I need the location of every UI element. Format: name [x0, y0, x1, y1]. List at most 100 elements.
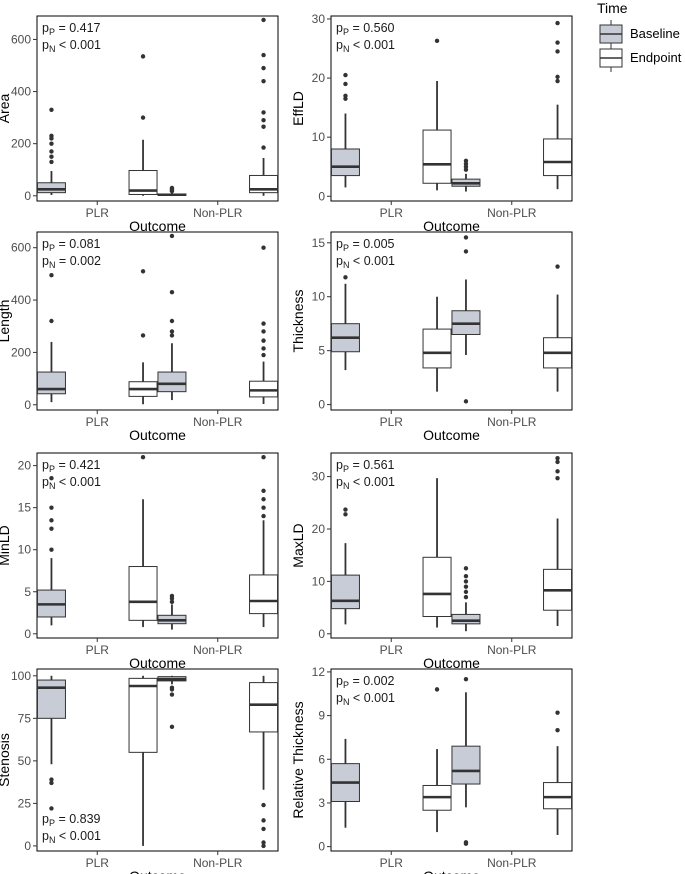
outlier-point [49, 318, 54, 324]
outlier-point [49, 107, 54, 113]
outlier-point [343, 275, 348, 280]
outlier-point [555, 78, 560, 84]
outlier-point [49, 154, 54, 159]
outlier-point [49, 780, 54, 786]
outlier-point [261, 488, 266, 494]
box-plr-endpoint [422, 38, 452, 191]
x-tick-label: PLR [86, 856, 110, 870]
box-non-plr-baseline [451, 676, 481, 846]
box-iqr [451, 745, 481, 785]
box-non-plr-baseline [451, 566, 481, 632]
box-iqr [36, 679, 66, 719]
y-tick-label: 15 [312, 236, 326, 250]
x-axis-title: Outcome [129, 868, 186, 874]
y-tick-label: 20 [312, 522, 326, 536]
p-value-annotation: pP = 0.002 [336, 674, 395, 690]
p-value-annotation: pN < 0.001 [42, 475, 101, 491]
y-tick-label: 10 [18, 543, 32, 557]
x-axis-title: Outcome [423, 868, 480, 874]
box-plr-endpoint [422, 296, 452, 392]
outlier-point [140, 455, 146, 460]
x-tick-label: Non-PLR [193, 415, 243, 429]
box-plr-endpoint [128, 675, 158, 846]
p-value-annotation: pP = 0.081 [42, 237, 101, 253]
box-non-plr-endpoint [249, 17, 279, 196]
outlier-point [343, 81, 348, 87]
outlier-point [169, 318, 175, 324]
outlier-point [49, 526, 54, 531]
box-plr-endpoint [422, 478, 452, 628]
y-tick-label: 0 [24, 839, 31, 853]
x-tick-label: PLR [86, 643, 110, 657]
p-value-annotation: pP = 0.561 [336, 458, 395, 474]
outlier-point [261, 145, 266, 150]
y-tick-label: 0 [24, 189, 31, 203]
outlier-point [261, 505, 266, 510]
box-iqr [422, 129, 452, 184]
y-tick-label: 0 [318, 840, 325, 854]
box-iqr [128, 170, 158, 195]
box-non-plr-endpoint [249, 245, 279, 404]
outlier-point [343, 507, 348, 512]
legend-key-baseline [599, 20, 623, 48]
x-tick-label: PLR [86, 415, 110, 429]
box-non-plr-endpoint [249, 455, 279, 628]
x-axis-title: Outcome [129, 218, 186, 234]
y-tick-label: 600 [11, 32, 31, 46]
outlier-point [140, 269, 146, 274]
outlier-point [261, 346, 266, 351]
outlier-point [434, 38, 440, 44]
outlier-point [261, 818, 266, 823]
outlier-point [169, 593, 175, 599]
x-tick-label: Non-PLR [193, 206, 243, 220]
p-value-annotation: pP = 0.560 [336, 21, 395, 37]
box-iqr [543, 782, 573, 810]
outlier-point [463, 399, 469, 404]
outlier-point [261, 329, 266, 334]
outlier-point [261, 321, 266, 326]
outlier-point [261, 338, 266, 343]
outlier-point [169, 185, 175, 191]
outlier-point [555, 459, 560, 465]
p-value-annotation: pP = 0.421 [42, 458, 101, 474]
box-iqr [128, 566, 158, 621]
p-value-annotation: pP = 0.839 [42, 812, 101, 828]
box-iqr [249, 574, 279, 615]
panel-area: 0 200 400 600 PLR Non-PLR Outcome Area pP = 0.41… [0, 15, 279, 234]
y-tick-label: 20 [312, 71, 326, 85]
x-axis-title: Outcome [129, 655, 186, 671]
y-tick-label: 400 [11, 85, 31, 99]
y-tick-label: 30 [312, 470, 326, 484]
outlier-point [463, 249, 469, 254]
box-non-plr-endpoint [249, 675, 279, 849]
p-value-annotation: pN < 0.001 [42, 829, 101, 845]
box-iqr [451, 613, 481, 625]
outlier-point [49, 133, 54, 139]
box-iqr [422, 328, 452, 369]
box-iqr [128, 677, 158, 753]
outlier-point [261, 513, 266, 519]
outlier-point [463, 594, 469, 600]
x-axis-title: Outcome [129, 427, 186, 443]
outlier-point [463, 573, 469, 579]
outlier-point [169, 685, 175, 690]
outlier-point [555, 727, 560, 733]
outlier-point [555, 40, 560, 45]
box-iqr [249, 380, 279, 398]
box-iqr [36, 371, 66, 395]
outlier-point [49, 476, 54, 481]
y-tick-label: 400 [11, 293, 31, 307]
outlier-point [555, 475, 560, 481]
box-plr-endpoint [128, 54, 158, 196]
outlier-point [555, 710, 560, 715]
y-tick-label: 5 [24, 585, 31, 599]
outlier-point [49, 159, 54, 165]
outlier-point [555, 456, 560, 461]
y-tick-label: 10 [312, 574, 326, 588]
box-non-plr-baseline [157, 185, 187, 197]
outlier-point [463, 676, 469, 682]
p-value-annotation: pN < 0.001 [336, 254, 395, 270]
panel-frame [330, 15, 573, 202]
outlier-point [169, 599, 175, 605]
outlier-point [169, 290, 175, 295]
